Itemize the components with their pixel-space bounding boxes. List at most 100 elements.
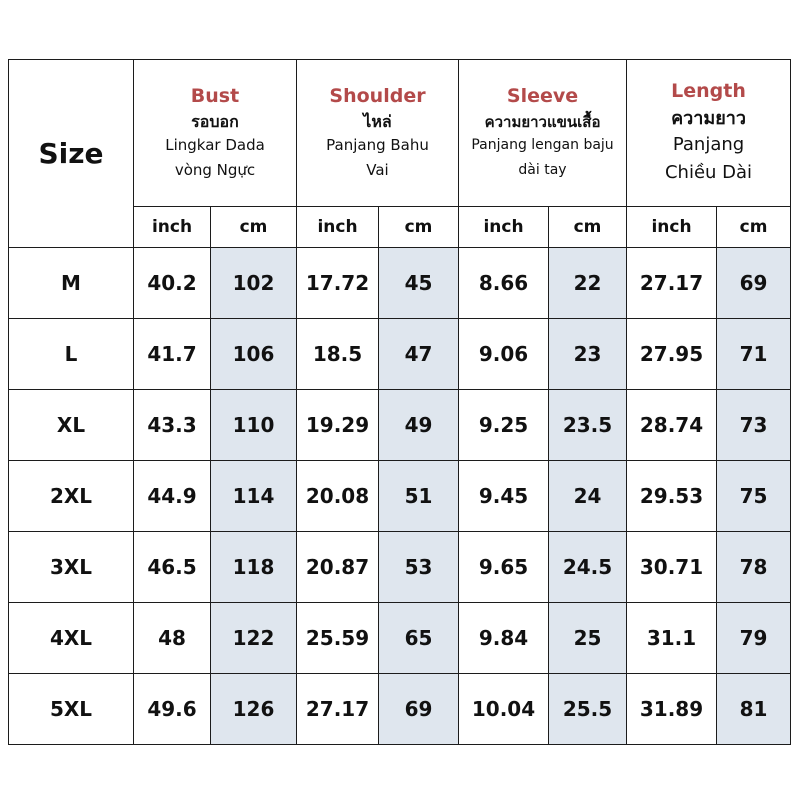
size-row: 5XL 49.6 126 27.17 69 10.04 25.5 31.89 81: [8, 673, 792, 745]
shoulder-indonesian: Panjang Bahu: [326, 135, 429, 154]
value-cell-inch: 30.71: [626, 531, 718, 603]
unit-cell: inch: [626, 206, 718, 248]
size-rows: M 40.2 102 17.72 45 8.66 22 27.17 69 L 41.7 106 18.5…: [8, 247, 792, 745]
value-cell-inch: 27.17: [626, 247, 718, 319]
value-cell-inch: 40.2: [133, 247, 211, 319]
length-vietnamese: Chiều Dài: [664, 162, 753, 183]
sleeve-indonesian: Panjang lengan baju: [471, 136, 614, 153]
shoulder-header: Shoulder ไหล่ Panjang Bahu Vai: [295, 59, 460, 207]
value-cell-inch: 20.08: [296, 460, 379, 532]
value-cell-cm: 114: [210, 460, 297, 532]
value-cell-cm: 126: [210, 673, 297, 745]
value-cell-cm: 23: [548, 318, 628, 390]
sleeve-vietnamese: dài tay: [518, 161, 567, 178]
value-cell-cm: 23.5: [548, 389, 628, 461]
value-cell-cm: 106: [210, 318, 297, 390]
value-cell-cm: 81: [716, 673, 792, 745]
value-cell-inch: 9.84: [458, 602, 550, 674]
bust-thai: รอบอก: [191, 111, 239, 131]
unit-cell: inch: [133, 206, 211, 248]
value-cell-cm: 79: [716, 602, 792, 674]
size-chart-table: Size Bust รอบอก Lingkar Dada vòng Ngực S…: [8, 59, 792, 745]
size-row: 2XL 44.9 114 20.08 51 9.45 24 29.53 75: [8, 460, 792, 532]
header-row: Size Bust รอบอก Lingkar Dada vòng Ngực S…: [8, 59, 792, 248]
value-cell-inch: 31.1: [626, 602, 718, 674]
size-label-cell: L: [8, 318, 134, 390]
value-cell-inch: 28.74: [626, 389, 718, 461]
value-cell-inch: 41.7: [133, 318, 211, 390]
bust-indonesian: Lingkar Dada: [165, 135, 265, 154]
value-cell-cm: 49: [377, 389, 460, 461]
size-label-cell: 2XL: [8, 460, 134, 532]
size-label-cell: 3XL: [8, 531, 134, 603]
value-cell-cm: 122: [210, 602, 297, 674]
shoulder-title: Shoulder: [329, 84, 426, 107]
value-cell-inch: 18.5: [296, 318, 379, 390]
value-cell-cm: 24.5: [548, 531, 628, 603]
value-cell-inch: 17.72: [296, 247, 379, 319]
value-cell-cm: 75: [716, 460, 792, 532]
shoulder-vietnamese: Vai: [366, 160, 389, 179]
value-cell-inch: 43.3: [133, 389, 211, 461]
value-cell-cm: 22: [548, 247, 628, 319]
size-row: 3XL 46.5 118 20.87 53 9.65 24.5 30.71 78: [8, 531, 792, 603]
value-cell-inch: 25.59: [296, 602, 379, 674]
value-cell-cm: 118: [210, 531, 297, 603]
unit-cell: inch: [296, 206, 379, 248]
size-label-cell: 5XL: [8, 673, 134, 745]
sleeve-header: Sleeve ความยาวแขนเสื้อ Panjang lengan ba…: [458, 59, 628, 207]
value-cell-inch: 9.65: [458, 531, 550, 603]
value-cell-cm: 69: [377, 673, 460, 745]
value-cell-inch: 48: [133, 602, 211, 674]
value-cell-cm: 69: [716, 247, 792, 319]
bust-title: Bust: [190, 84, 240, 107]
value-cell-cm: 65: [377, 602, 460, 674]
value-cell-cm: 47: [377, 318, 460, 390]
unit-cell: cm: [377, 206, 460, 248]
sleeve-title: Sleeve: [506, 84, 579, 107]
value-cell-inch: 27.95: [626, 318, 718, 390]
value-cell-cm: 53: [377, 531, 460, 603]
value-cell-cm: 110: [210, 389, 297, 461]
size-row: 4XL 48 122 25.59 65 9.84 25 31.1 79: [8, 602, 792, 674]
value-cell-inch: 19.29: [296, 389, 379, 461]
size-header-label: Size: [38, 137, 104, 170]
value-cell-inch: 9.45: [458, 460, 550, 532]
value-cell-inch: 44.9: [133, 460, 211, 532]
bust-vietnamese: vòng Ngực: [174, 160, 256, 179]
value-cell-cm: 71: [716, 318, 792, 390]
value-cell-inch: 9.25: [458, 389, 550, 461]
value-cell-inch: 10.04: [458, 673, 550, 745]
size-row: L 41.7 106 18.5 47 9.06 23 27.95 71: [8, 318, 792, 390]
value-cell-inch: 9.06: [458, 318, 550, 390]
unit-cell: cm: [210, 206, 297, 248]
value-cell-inch: 27.17: [296, 673, 379, 745]
length-header: Length ความยาว Panjang Chiều Dài: [626, 59, 792, 207]
unit-row: inch cm inch cm inch cm inch cm: [9, 206, 792, 248]
size-label-cell: 4XL: [8, 602, 134, 674]
unit-cell: inch: [458, 206, 550, 248]
size-row: M 40.2 102 17.72 45 8.66 22 27.17 69: [8, 247, 792, 319]
value-cell-cm: 25: [548, 602, 628, 674]
value-cell-cm: 102: [210, 247, 297, 319]
value-cell-cm: 73: [716, 389, 792, 461]
size-label-cell: XL: [8, 389, 134, 461]
size-header: Size: [8, 59, 134, 248]
value-cell-inch: 46.5: [133, 531, 211, 603]
unit-cell: cm: [716, 206, 792, 248]
value-cell-inch: 20.87: [296, 531, 379, 603]
value-cell-inch: 29.53: [626, 460, 718, 532]
unit-cell: cm: [548, 206, 628, 248]
bust-header: Bust รอบอก Lingkar Dada vòng Ngực: [133, 59, 297, 207]
value-cell-cm: 24: [548, 460, 628, 532]
length-indonesian: Panjang: [672, 134, 745, 155]
size-label-cell: M: [8, 247, 134, 319]
value-cell-cm: 78: [716, 531, 792, 603]
value-cell-inch: 8.66: [458, 247, 550, 319]
value-cell-cm: 25.5: [548, 673, 628, 745]
sleeve-thai: ความยาวแขนเสื้อ: [484, 112, 601, 131]
length-thai: ความยาว: [671, 108, 746, 129]
value-cell-cm: 51: [377, 460, 460, 532]
size-row: XL 43.3 110 19.29 49 9.25 23.5 28.74 73: [8, 389, 792, 461]
value-cell-cm: 45: [377, 247, 460, 319]
